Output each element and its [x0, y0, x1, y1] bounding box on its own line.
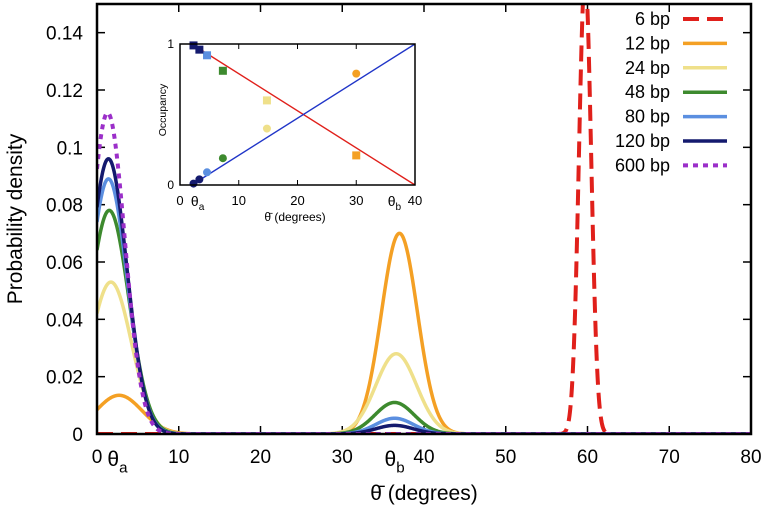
inset-y-tick-label: 0 — [167, 178, 174, 192]
inset-theta-a-label: θa — [191, 193, 205, 213]
legend-label: 24 bp — [625, 58, 670, 78]
x-tick-label: 60 — [577, 447, 598, 468]
inset-y-tick-label: 1 — [167, 37, 174, 51]
series-line-24bp — [97, 280, 751, 434]
theta-a-label: θa — [107, 448, 128, 476]
inset-square-marker-24bp — [262, 96, 271, 105]
y-tick-label: 0.04 — [46, 310, 83, 331]
inset-circle-marker-48bp — [218, 154, 227, 163]
theta-a-label-subscript: a — [119, 459, 128, 476]
legend: 6 bp 12 bp 24 bp 48 bp 80 bp 120 bp 600 bp — [615, 9, 727, 175]
inset-frame — [179, 43, 416, 186]
x-tick-label: 0 — [92, 447, 103, 468]
inset-square-marker-120bp — [195, 45, 204, 54]
inset-x-tick-label: 40 — [408, 193, 422, 208]
legend-label: 600 bp — [615, 155, 670, 175]
x-tick-label: 20 — [250, 447, 271, 468]
inset-theta-a-label-subscript: a — [199, 202, 205, 213]
legend-label: 6 bp — [635, 9, 670, 29]
inset-x-tick-label: 30 — [349, 193, 363, 208]
inset-square-marker-600bp — [189, 41, 198, 50]
inset-circle-marker-12bp — [352, 69, 361, 78]
x-tick-label: 10 — [168, 447, 189, 468]
inset-circle-marker-600bp — [189, 179, 198, 188]
y-tick-label: 0.02 — [46, 368, 83, 389]
legend-label: 120 bp — [615, 131, 670, 151]
legend-label: 80 bp — [625, 107, 670, 127]
inset-square-marker-80bp — [203, 51, 212, 60]
inset-circle-marker-80bp — [203, 168, 212, 177]
legend-label: 48 bp — [625, 82, 670, 102]
inset-circle-marker-24bp — [262, 124, 271, 133]
inset-x-tick-label: 10 — [232, 193, 246, 208]
x-tick-label: 70 — [659, 447, 680, 468]
x-axis-title: θ̄ (degrees) — [370, 482, 477, 505]
inset-theta-b-label-subscript: b — [396, 202, 402, 213]
x-tick-label: 50 — [495, 447, 516, 468]
theta-b-label-symbol: θ — [385, 448, 397, 471]
theta-a-label-symbol: θ — [107, 448, 119, 471]
x-tick-label: 30 — [332, 447, 353, 468]
theta-b-label: θb — [385, 448, 405, 476]
theta-b-label-subscript: b — [396, 459, 404, 476]
main-chart: 0 10 20 30 40 50 60 70 8000.020.040.060.080.10.1… — [4, 2, 762, 505]
y-tick-label: 0.06 — [46, 253, 83, 274]
y-tick-label: 0.08 — [46, 196, 83, 217]
y-tick-label: 0.14 — [46, 24, 83, 45]
y-tick-label: 0.1 — [57, 138, 83, 159]
x-tick-label: 80 — [740, 447, 761, 468]
inset-y-axis-title: Occupancy — [157, 83, 169, 136]
inset-x-tick-label: 0 — [176, 193, 183, 208]
inset-square-marker-12bp — [352, 151, 361, 160]
inset-theta-a-label-symbol: θ — [191, 193, 199, 209]
y-tick-label: 0 — [72, 425, 83, 446]
legend-label: 12 bp — [625, 33, 670, 53]
inset-x-axis-title: θ̄ (degrees) — [264, 210, 325, 224]
series-line-48bp — [97, 208, 751, 434]
series-line-120bp — [97, 157, 751, 434]
inset-state-b-fit — [191, 43, 416, 186]
plot-frame — [95, 2, 753, 436]
x-tick-label: 40 — [413, 447, 434, 468]
inset-x-tick-label: 20 — [290, 193, 304, 208]
inset-theta-b-label-symbol: θ — [388, 193, 396, 209]
inset-theta-b-label: θb — [388, 193, 402, 213]
series-line-80bp — [97, 177, 751, 434]
inset-circle-marker-120bp — [195, 175, 204, 184]
y-axis-title: Probability density — [4, 133, 27, 304]
y-tick-label: 0.12 — [46, 81, 83, 102]
inset-square-marker-48bp — [218, 66, 227, 75]
